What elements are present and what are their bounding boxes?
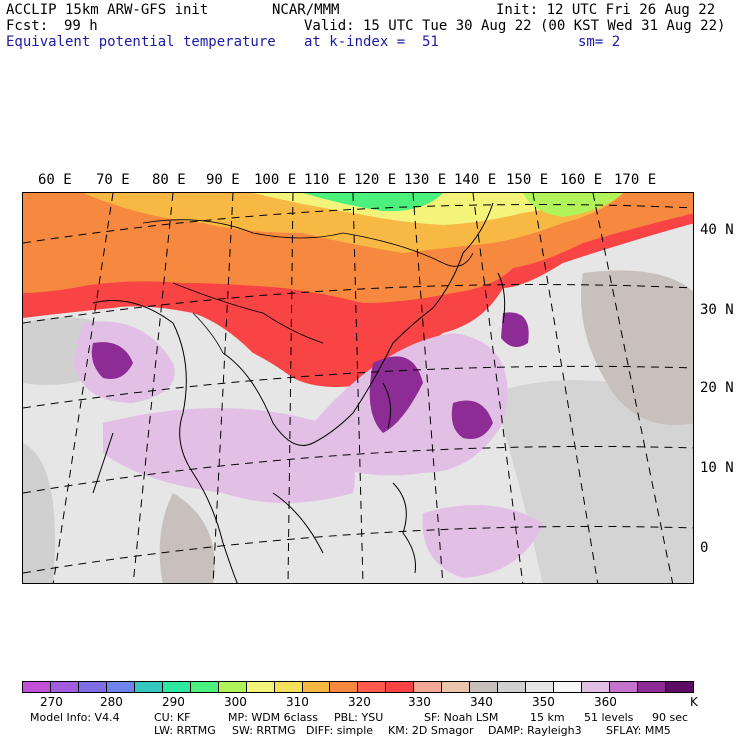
init-time: Init: 12 UTC Fri 26 Aug 22 — [496, 2, 716, 18]
graticule — [23, 193, 693, 583]
purple-region — [103, 408, 355, 503]
lon-label: 150 E — [506, 172, 549, 188]
timestep-info: 90 sec — [652, 711, 689, 724]
colorbar-swatch — [610, 682, 638, 692]
colorbar-swatch — [386, 682, 415, 692]
lon-label: 110 E — [304, 172, 347, 188]
lon-label: 120 E — [354, 172, 397, 188]
colorbar-swatch — [358, 682, 387, 692]
grey-region — [581, 270, 693, 425]
lat-label: 10 N — [700, 460, 734, 476]
lon-label: 90 E — [206, 172, 240, 188]
colorbar-swatch — [106, 682, 135, 692]
colorbar-swatch — [414, 682, 443, 692]
colorbar-tick: 360 — [594, 695, 617, 709]
colorbar-swatch — [526, 682, 555, 692]
lon-label: 70 E — [96, 172, 130, 188]
colorbar-unit: K — [690, 695, 698, 709]
km-info: KM: 2D Smagor — [388, 724, 474, 737]
colorbar-tick: 300 — [224, 695, 247, 709]
fcst-label: Fcst: — [6, 18, 49, 34]
levels-info: 51 levels — [584, 711, 634, 724]
sf-info: SF: Noah LSM — [424, 711, 499, 724]
colorbar-swatch — [470, 682, 499, 692]
mp-info: MP: WDM 6class — [228, 711, 318, 724]
model-title: ACCLIP 15km ARW-GFS init — [6, 2, 209, 18]
borders — [142, 219, 474, 354]
grey-region — [493, 380, 693, 583]
colorbar-swatch — [442, 682, 471, 692]
theta-e-map — [22, 192, 694, 584]
lon-label: 80 E — [152, 172, 186, 188]
lw-info: LW: RRTMG — [154, 724, 216, 737]
level-info: at k-index = 51 — [304, 34, 439, 50]
map-svg — [23, 193, 693, 583]
lat-label: 30 N — [700, 302, 734, 318]
purple-core — [91, 342, 133, 379]
colorbar-tick: 350 — [532, 695, 555, 709]
purple-core — [451, 400, 493, 439]
colorbar-swatch — [246, 682, 275, 692]
colorbar-tick: 330 — [408, 695, 431, 709]
colorbar-tick: 310 — [286, 695, 309, 709]
lon-label: 130 E — [404, 172, 447, 188]
colorbar-swatch — [78, 682, 107, 692]
smoothing-info: sm= 2 — [578, 34, 621, 50]
colorbar-swatch — [218, 682, 247, 692]
lat-label: 0 — [700, 540, 709, 556]
colorbar-swatch — [330, 682, 359, 692]
diff-info: DIFF: simple — [306, 724, 374, 737]
fcst-value: 99 h — [64, 18, 98, 34]
model-info: Model Info: V4.4 — [30, 711, 120, 724]
colorbar-swatch — [554, 682, 583, 692]
org-label: NCAR/MMM — [272, 2, 340, 18]
colorbar-tick: 270 — [40, 695, 63, 709]
colorbar-swatch — [498, 682, 527, 692]
color-bar — [22, 681, 694, 693]
lat-label: 20 N — [700, 380, 734, 396]
colorbar-swatch — [50, 682, 79, 692]
sflay-info: SFLAY: MM5 — [606, 724, 671, 737]
colorbar-tick: 340 — [470, 695, 493, 709]
colorbar-tick: 320 — [348, 695, 371, 709]
grey-region — [23, 443, 55, 583]
lon-label: 60 E — [38, 172, 72, 188]
colorbar-swatch — [665, 682, 693, 692]
colorbar-tick: 280 — [100, 695, 123, 709]
damp-info: DAMP: Rayleigh3 — [488, 724, 582, 737]
valid-time: Valid: 15 UTC Tue 30 Aug 22 (00 KST Wed … — [304, 18, 726, 34]
purple-region — [422, 505, 543, 578]
sw-info: SW: RRTMG — [232, 724, 296, 737]
lon-label: 140 E — [454, 172, 497, 188]
colorbar-swatch — [190, 682, 219, 692]
warm-band-290 — [303, 193, 443, 212]
colorbar-tick: 290 — [162, 695, 185, 709]
resolution-info: 15 km — [530, 711, 565, 724]
grey-region — [159, 493, 215, 583]
purple-core — [369, 356, 423, 433]
colorbar-swatch — [582, 682, 611, 692]
lat-label: 40 N — [700, 222, 734, 238]
cu-info: CU: KF — [154, 711, 191, 724]
lon-label: 170 E — [614, 172, 657, 188]
colorbar-swatch — [302, 682, 331, 692]
purple-core — [501, 312, 529, 347]
colorbar-swatch — [274, 682, 303, 692]
coastlines — [92, 202, 506, 583]
lon-label: 100 E — [254, 172, 297, 188]
colorbar-swatch — [134, 682, 163, 692]
colorbar-swatch — [162, 682, 191, 692]
colorbar-swatch — [23, 682, 51, 692]
colorbar-swatch — [637, 682, 666, 692]
pbl-info: PBL: YSU — [334, 711, 384, 724]
lon-label: 160 E — [560, 172, 603, 188]
field-name: Equivalent potential temperature — [6, 34, 276, 50]
